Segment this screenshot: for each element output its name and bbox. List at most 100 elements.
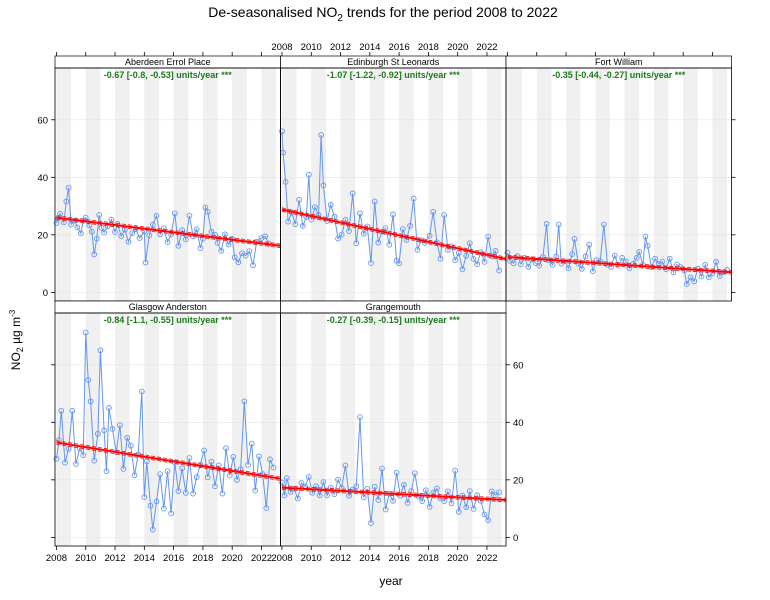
data-point (342, 216, 349, 223)
x-axis-label: year (379, 574, 402, 588)
data-point (335, 476, 341, 483)
data-point (58, 407, 65, 414)
year-band (428, 313, 444, 546)
data-point (182, 489, 189, 496)
data-point (256, 453, 262, 460)
data-point (164, 239, 171, 245)
data-point (437, 255, 444, 262)
data-point (234, 476, 240, 483)
data-point (349, 190, 356, 197)
data-point (281, 492, 288, 499)
x-tick-label: 2008 (271, 553, 292, 564)
data-point (401, 481, 407, 488)
data-point (97, 347, 104, 354)
strip-label: Aberdeen Errol Place (125, 57, 211, 67)
data-point (279, 128, 285, 135)
data-point (496, 267, 502, 274)
x-tick-label: 2014 (359, 553, 380, 564)
data-point (245, 462, 251, 468)
series-line (507, 223, 728, 286)
data-point (622, 258, 629, 265)
trend-ci-upper (281, 485, 507, 499)
panel-border (505, 67, 732, 302)
data-point (331, 491, 338, 498)
data-point (445, 488, 451, 495)
year-band (311, 313, 326, 546)
data-point (127, 442, 134, 449)
data-point (619, 255, 625, 261)
x-tick-label: 2010 (75, 553, 96, 564)
data-point (357, 210, 363, 217)
data-point (565, 265, 572, 272)
data-point (571, 236, 578, 242)
data-point (168, 510, 174, 517)
data-point (65, 184, 72, 191)
data-point (331, 213, 338, 220)
year-band (173, 313, 189, 546)
data-point (204, 208, 211, 215)
data-point (320, 182, 327, 189)
year-band (536, 68, 552, 301)
panel-3: Glasgow Anderston -0.84 [-1.1, -0.55] uni… (53, 300, 281, 547)
year-band (457, 313, 473, 546)
data-point (262, 233, 268, 240)
data-point (86, 222, 93, 229)
data-point (175, 242, 182, 249)
data-point (404, 500, 411, 506)
data-point (93, 235, 100, 242)
year-band (115, 313, 130, 546)
data-point (219, 490, 226, 497)
data-point (186, 212, 193, 219)
y-tick-label: 60 (37, 115, 48, 126)
x-tick-label: 2018 (418, 553, 439, 564)
year-band (712, 68, 728, 301)
data-point (713, 259, 719, 265)
y-tick-label: 40 (37, 173, 48, 184)
trend-ci-lower (281, 489, 507, 503)
data-point (320, 479, 327, 485)
data-point (103, 468, 110, 475)
data-point (371, 483, 378, 490)
year-band (683, 68, 698, 301)
data-point (138, 388, 145, 395)
panel-1: Edinburgh St Leonards -1.07 [-1.22, -0.92… (279, 55, 507, 302)
year-band (261, 68, 277, 301)
data-point (124, 434, 131, 441)
data-point (201, 447, 207, 454)
data-point (80, 452, 87, 458)
data-point (466, 240, 473, 247)
data-point (193, 474, 200, 480)
data-point (448, 500, 455, 507)
data-point (426, 232, 433, 239)
data-point (386, 241, 393, 248)
data-point (396, 260, 402, 267)
data-point (91, 251, 98, 258)
year-band (56, 68, 72, 301)
data-point (53, 220, 60, 226)
data-point (142, 259, 149, 266)
data-point (414, 246, 421, 253)
x-tick-label: 2016 (389, 42, 410, 53)
data-point (117, 422, 123, 429)
data-point (525, 263, 532, 270)
data-point (101, 427, 107, 434)
data-point (235, 259, 242, 266)
data-point (149, 526, 156, 533)
data-point (282, 179, 289, 185)
data-point (147, 502, 154, 509)
data-point (250, 262, 256, 269)
data-point (68, 221, 74, 228)
data-point (112, 229, 118, 235)
year-band (399, 68, 414, 301)
year-band (144, 313, 159, 546)
data-point (223, 445, 229, 452)
data-point (357, 414, 363, 420)
data-point (659, 258, 666, 265)
data-point (89, 228, 95, 235)
data-point (263, 505, 270, 511)
data-point (430, 489, 437, 496)
data-point (101, 229, 107, 236)
data-point (407, 223, 413, 229)
panel-2: Fort William -0.35 [-0.44, -0.27] units/y… (504, 55, 732, 302)
data-point (252, 487, 259, 494)
